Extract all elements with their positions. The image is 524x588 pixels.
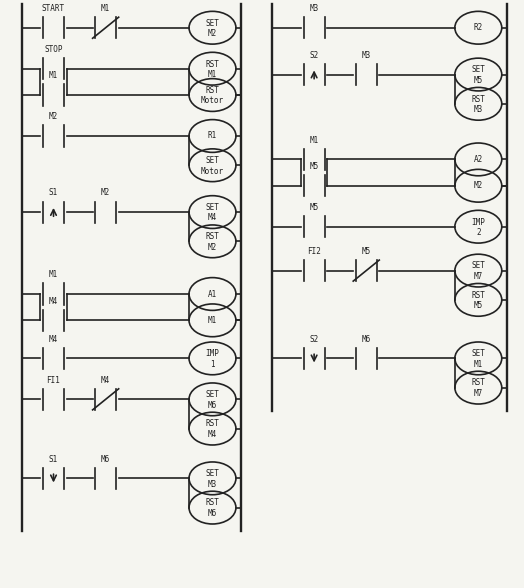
Text: FI1: FI1 xyxy=(47,376,60,385)
Text: M6: M6 xyxy=(362,335,371,344)
Text: Motor: Motor xyxy=(201,96,224,105)
Text: SET: SET xyxy=(205,469,220,478)
Text: M7: M7 xyxy=(474,389,483,398)
Text: M1: M1 xyxy=(49,270,58,279)
Text: M4: M4 xyxy=(208,213,217,222)
Text: M1: M1 xyxy=(474,360,483,369)
Text: FI2: FI2 xyxy=(307,247,321,256)
Text: M1: M1 xyxy=(208,316,217,325)
Text: M1: M1 xyxy=(208,70,217,79)
Text: A1: A1 xyxy=(208,289,217,299)
Text: Motor: Motor xyxy=(201,166,224,176)
Text: SET: SET xyxy=(205,203,220,212)
Text: M2: M2 xyxy=(208,243,217,252)
Text: RST: RST xyxy=(205,59,220,69)
Text: SET: SET xyxy=(472,65,485,74)
Text: M6: M6 xyxy=(101,455,110,464)
Text: M2: M2 xyxy=(49,112,58,121)
Text: M4: M4 xyxy=(49,335,58,344)
Text: RST: RST xyxy=(472,95,485,103)
Text: RST: RST xyxy=(205,86,220,95)
Text: M2: M2 xyxy=(101,188,110,198)
Text: SET: SET xyxy=(205,19,220,28)
Text: SET: SET xyxy=(205,156,220,165)
Text: S1: S1 xyxy=(49,188,58,198)
Text: RST: RST xyxy=(472,379,485,387)
Text: START: START xyxy=(42,4,65,13)
Text: R1: R1 xyxy=(208,132,217,141)
Text: M6: M6 xyxy=(208,509,217,518)
Text: M4: M4 xyxy=(101,376,110,385)
Text: A2: A2 xyxy=(474,155,483,164)
Text: M4: M4 xyxy=(208,430,217,439)
Text: M2: M2 xyxy=(208,29,217,38)
Text: 1: 1 xyxy=(210,360,215,369)
Text: M5: M5 xyxy=(474,76,483,85)
Text: M4: M4 xyxy=(49,297,58,306)
Text: IMP: IMP xyxy=(472,218,485,226)
Text: RST: RST xyxy=(205,232,220,241)
Text: STOP: STOP xyxy=(44,45,63,54)
Text: M1: M1 xyxy=(101,4,110,13)
Text: M1: M1 xyxy=(49,71,58,81)
Text: S2: S2 xyxy=(310,51,319,60)
Text: 2: 2 xyxy=(476,228,481,237)
Text: M5: M5 xyxy=(310,162,319,171)
Text: M5: M5 xyxy=(310,203,319,212)
Text: M3: M3 xyxy=(362,51,371,60)
Text: RST: RST xyxy=(205,499,220,507)
Text: M5: M5 xyxy=(474,301,483,310)
Text: M6: M6 xyxy=(208,400,217,410)
Text: SET: SET xyxy=(472,262,485,270)
Text: S1: S1 xyxy=(49,455,58,464)
Text: M3: M3 xyxy=(310,4,319,13)
Text: M3: M3 xyxy=(474,105,483,114)
Text: M7: M7 xyxy=(474,272,483,281)
Text: IMP: IMP xyxy=(205,349,220,358)
Text: RST: RST xyxy=(472,290,485,300)
Text: R2: R2 xyxy=(474,23,483,32)
Text: SET: SET xyxy=(472,349,485,358)
Text: M2: M2 xyxy=(474,181,483,191)
Text: M5: M5 xyxy=(362,247,371,256)
Text: M3: M3 xyxy=(208,480,217,489)
Text: S2: S2 xyxy=(310,335,319,344)
Text: SET: SET xyxy=(205,390,220,399)
Text: RST: RST xyxy=(205,419,220,429)
Text: M1: M1 xyxy=(310,136,319,145)
